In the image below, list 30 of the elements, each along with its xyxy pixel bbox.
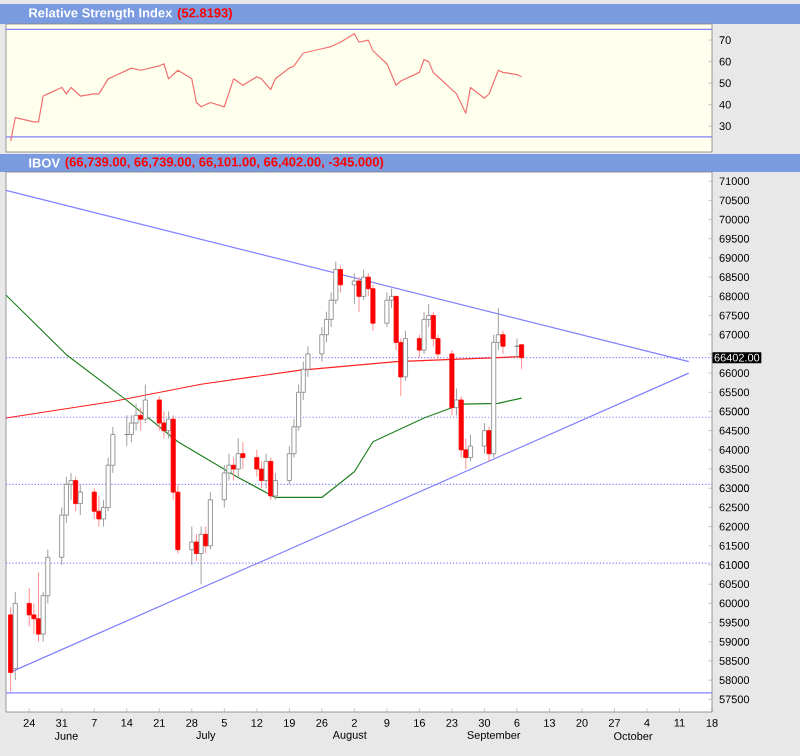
candlestick <box>486 426 492 462</box>
candlestick <box>467 434 473 462</box>
candlestick <box>240 441 246 470</box>
candlestick <box>156 395 162 432</box>
candlestick <box>337 265 343 294</box>
candlestick <box>138 407 144 432</box>
candlestick <box>26 587 32 627</box>
candlestick <box>268 457 274 501</box>
candlestick <box>189 526 195 566</box>
candlestick <box>500 330 506 355</box>
candlestick <box>207 491 213 551</box>
candlestick <box>384 292 390 328</box>
candlestick <box>73 476 79 512</box>
candlestick <box>235 437 241 478</box>
line-series <box>10 33 523 142</box>
line-series <box>5 294 523 499</box>
candlestick <box>356 276 362 313</box>
candlestick <box>96 495 102 528</box>
candlestick <box>519 344 525 370</box>
candlestick <box>203 526 209 554</box>
candlestick <box>198 526 204 585</box>
candlestick <box>77 483 83 516</box>
candlestick <box>272 472 278 501</box>
candlestick <box>351 272 357 305</box>
candlestick <box>421 311 427 355</box>
candlestick <box>231 457 237 482</box>
candlestick <box>263 453 269 489</box>
candlestick <box>91 487 97 520</box>
candlestick <box>402 330 408 382</box>
candlestick <box>142 384 148 424</box>
